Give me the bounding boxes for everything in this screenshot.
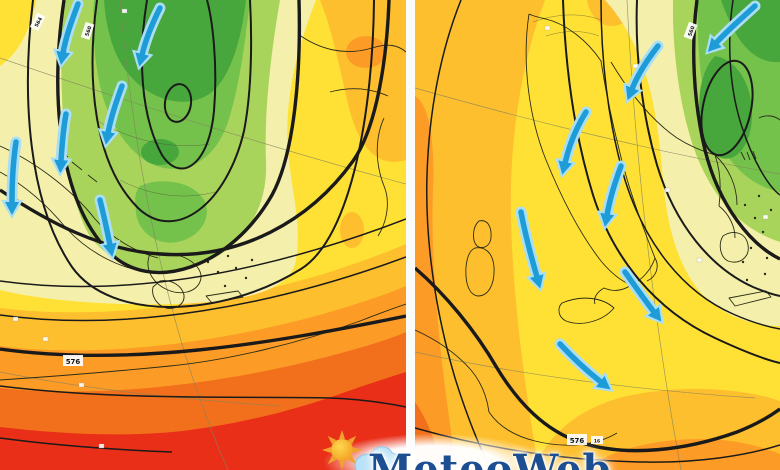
contour-label: 560 — [84, 25, 93, 37]
contour-label: 576 — [570, 437, 585, 445]
contour-labels-left: 564 560 576 — [12, 8, 128, 449]
graticule-right — [415, 0, 780, 470]
cold-air-arrow — [554, 106, 592, 179]
cold-air-arrows-right — [515, 0, 761, 392]
left-map-panel: 564 560 576 — [0, 0, 406, 470]
cold-air-arrow — [94, 194, 121, 261]
cold-air-arrow — [1, 136, 24, 219]
temperature-fill-layers-right — [415, 0, 780, 470]
contour-label: 564 — [34, 16, 44, 28]
panel-divider — [406, 0, 415, 470]
cold-air-arrow — [131, 2, 166, 71]
cold-air-arrows-left — [1, 0, 166, 261]
cold-air-arrow — [554, 338, 614, 392]
cold-air-arrow — [515, 206, 547, 293]
right-map-panel: 560 576 16 — [415, 0, 780, 470]
contour-label: 576 — [66, 358, 81, 366]
cold-air-arrow — [705, 0, 761, 55]
cold-air-arrow — [97, 80, 128, 149]
cold-air-arrow — [52, 0, 84, 69]
geopotential-contours-left — [0, 0, 406, 453]
cold-air-arrow — [50, 108, 73, 177]
cold-air-arrow — [596, 160, 627, 231]
cold-air-arrow — [619, 266, 664, 325]
cold-air-arrow — [622, 40, 664, 104]
contour-label: 560 — [687, 25, 696, 37]
contour-label: 16 — [594, 439, 600, 445]
